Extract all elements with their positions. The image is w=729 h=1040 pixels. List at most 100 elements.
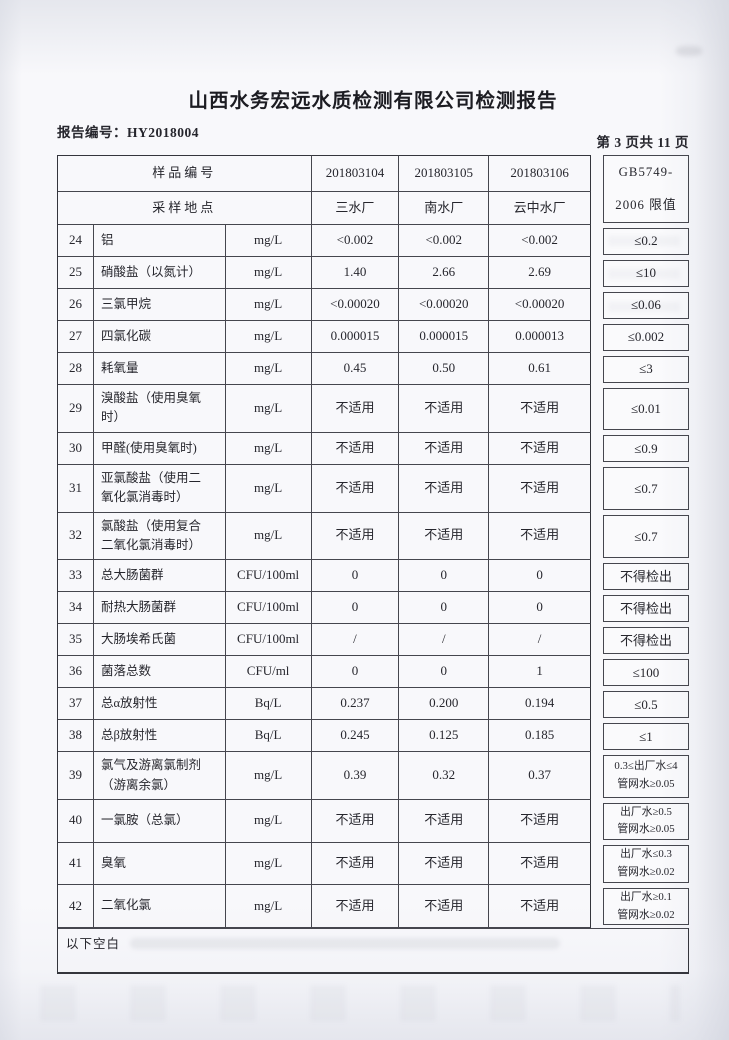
row-number-cell: 40 [58,800,94,843]
column-gap [591,353,603,385]
value-cell: 不适用 [489,842,591,886]
value-cell: 0.32 [399,752,490,800]
column-gap [591,592,603,624]
value-cell: 0 [399,592,490,625]
column-gap [591,433,603,465]
limit-value-box: ≤1 [603,722,689,750]
parameter-name-cell: 二氧化氯 [93,885,226,928]
value-cell: 0.45 [311,353,400,385]
value-cell: <0.00020 [399,289,490,321]
row-number-cell: 38 [58,720,94,753]
row-number-cell: 36 [58,656,94,689]
column-gap [591,688,603,720]
value-cell: 不适用 [489,885,591,928]
limit-value-box: ≤0.7 [603,515,689,558]
column-gap [591,321,603,353]
value-cell: 0.000013 [489,321,591,353]
limit-value-box: ≤100 [603,658,689,686]
value-cell: 0 [311,560,400,593]
value-cell: <0.00020 [489,289,591,321]
parameter-name-cell: 亚氯酸盐（使用二 氧化氯消毒时） [93,464,226,513]
location-label-cell: 采样地点 [58,192,312,225]
value-cell: 不适用 [311,885,400,928]
unit-cell: CFU/ml [225,656,312,689]
column-gap [591,225,603,257]
limit-value-box: 出厂水≤0.3 管网水≥0.02 [603,845,689,883]
value-cell: 不适用 [311,464,400,513]
parameter-name-cell: 菌落总数 [93,656,226,689]
value-cell: <0.002 [311,225,400,257]
parameter-name-cell: 耗氧量 [93,353,226,385]
row-number-cell: 37 [58,688,94,721]
row-number-cell: 31 [58,464,94,513]
table-row: 27 四氯化碳 mg/L 0.000015 0.000015 0.000013 … [57,321,689,353]
table-row: 42 二氧化氯 mg/L 不适用 不适用 不适用 出厂水≥0.1 管网水≥0.0… [57,885,689,928]
table-row: 41 臭氧 mg/L 不适用 不适用 不适用 出厂水≤0.3 管网水≥0.02 [57,842,689,886]
table-row: 35 大肠埃希氏菌 CFU/100ml / / / 不得检出 [57,624,689,657]
table-row: 26 三氯甲烷 mg/L <0.00020 <0.00020 <0.00020 … [57,289,689,321]
table-row: 34 耐热大肠菌群 CFU/100ml 0 0 0 不得检出 [57,592,689,625]
column-gap [591,155,603,225]
sample-id-cell: 201803105 [399,155,490,192]
row-number-cell: 29 [58,385,94,433]
value-cell: 不适用 [311,800,400,843]
table-row: 24 铝 mg/L <0.002 <0.002 <0.002 ≤0.2 [57,225,689,257]
value-cell: 0.125 [399,720,490,753]
column-gap [591,513,603,561]
parameter-name-cell: 溴酸盐（使用臭氧 时） [93,385,226,433]
value-cell: 0 [399,560,490,593]
unit-cell: mg/L [225,800,312,843]
page-indicator: 第 3 页共 11 页 [596,135,689,150]
limit-value-box: ≤0.9 [603,435,689,463]
value-cell: 不适用 [311,385,400,433]
limit-value-box: ≤0.01 [603,387,689,431]
table-header: 样品编号 201803104 201803105 201803106 采样地点 … [57,155,689,225]
value-cell: 2.66 [399,257,490,289]
row-number-cell: 24 [58,225,94,257]
sample-id-label-cell: 样品编号 [58,155,312,192]
row-number-cell: 28 [58,353,94,385]
table-row: 36 菌落总数 CFU/ml 0 0 1 ≤100 [57,656,689,689]
row-number-cell: 32 [58,512,94,561]
unit-cell: mg/L [225,752,312,800]
value-cell: 0.39 [311,752,400,800]
column-gap [591,800,603,843]
limit-value-box: ≤10 [603,259,689,287]
value-cell: 1.40 [311,257,400,289]
parameter-name-cell: 臭氧 [93,842,226,886]
column-gap [591,720,603,752]
parameter-name-cell: 铝 [93,225,226,257]
parameter-name-cell: 大肠埃希氏菌 [93,624,226,657]
value-cell: 0.37 [489,752,591,800]
table-row: 28 耗氧量 mg/L 0.45 0.50 0.61 ≤3 [57,353,689,385]
value-cell: 不适用 [399,885,490,928]
row-number-cell: 34 [58,592,94,625]
value-cell: 不适用 [311,842,400,886]
parameter-name-cell: 耐热大肠菌群 [93,592,226,625]
value-cell: 不适用 [311,432,400,465]
value-cell: 不适用 [489,512,591,561]
unit-cell: Bq/L [225,720,312,753]
table-row: 25 硝酸盐（以氮计） mg/L 1.40 2.66 2.69 ≤10 [57,257,689,289]
value-cell: 0.61 [489,353,591,385]
value-cell: 0.000015 [399,321,490,353]
value-cell: 0 [489,560,591,593]
value-cell: 不适用 [489,432,591,465]
value-cell: 不适用 [399,432,490,465]
value-cell: / [489,624,591,657]
value-cell: 0 [399,656,490,689]
scan-bleedthrough-artifact [40,985,680,1021]
limit-value-box: ≤0.06 [603,291,689,319]
column-gap [591,656,603,688]
location-cell: 云中水厂 [489,192,591,225]
limit-value-box: ≤0.5 [603,690,689,718]
value-cell: 0.237 [311,688,400,721]
row-number-cell: 33 [58,560,94,593]
value-cell: 0.194 [489,688,591,721]
value-cell: 不适用 [399,842,490,886]
column-gap [591,885,603,928]
unit-cell: mg/L [225,257,312,289]
value-cell: <0.002 [489,225,591,257]
sample-id-cell: 201803106 [489,155,591,192]
value-cell: 0.50 [399,353,490,385]
